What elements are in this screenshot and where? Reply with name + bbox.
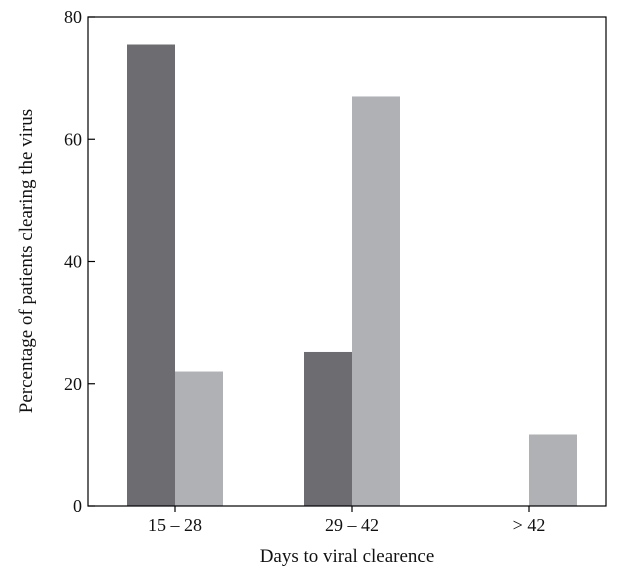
x-tick-label: 15 – 28 xyxy=(148,515,202,535)
x-tick-label: > 42 xyxy=(513,515,546,535)
y-tick-label: 0 xyxy=(73,496,82,516)
bar-series-1-category-2 xyxy=(304,351,352,506)
y-tick-label: 20 xyxy=(64,374,82,394)
y-tick-label: 40 xyxy=(64,252,82,272)
y-tick-label: 80 xyxy=(64,7,82,27)
x-axis-label: Days to viral clearence xyxy=(260,546,435,567)
bar-series-2-category-3 xyxy=(529,434,577,506)
bar-series-2-category-2 xyxy=(352,96,400,507)
x-tick-label: 29 – 42 xyxy=(325,515,379,535)
bars-layer xyxy=(127,44,577,507)
bar-series-2-category-1 xyxy=(175,371,223,506)
y-tick-label: 60 xyxy=(64,129,82,149)
ticks-layer: 0 20 40 60 80 15 – 28 29 – 42 > 42 xyxy=(64,7,545,535)
y-axis-label: Percentage of patients clearing the viru… xyxy=(16,109,37,413)
bar-series-1-category-1 xyxy=(127,44,175,506)
